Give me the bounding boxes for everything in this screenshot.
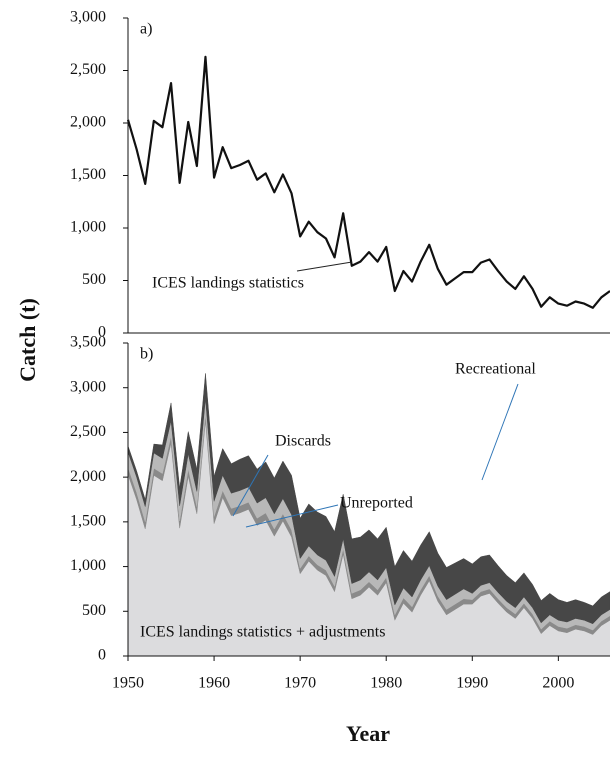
leader-line [296,261,353,272]
panel-label: b) [140,346,153,363]
data-line [126,55,610,309]
y-tick-label: 2,000 [70,114,106,131]
leader-line [481,383,519,481]
y-axis-title: Catch (t) [15,298,40,382]
x-tick-label: 1980 [370,675,402,692]
y-tick-label: 1,500 [70,166,106,183]
y-tick-label: 2,000 [70,468,106,485]
y-tick-label: 500 [82,602,106,619]
series-label: ICES landings statistics [152,275,304,292]
y-tick-label: 3,500 [70,334,106,351]
y-tick-label: 1,500 [70,513,106,530]
x-tick-label: 1990 [456,675,488,692]
y-tick-label: 500 [82,271,106,288]
y-tick-label: 3,000 [70,9,106,26]
annotation: Recreational [455,361,536,378]
annotation: Discards [275,433,331,450]
y-tick-label: 2,500 [70,423,106,440]
y-tick-label: 1,000 [70,557,106,574]
x-tick-label: 2000 [542,675,574,692]
x-tick-label: 1950 [112,675,144,692]
x-tick-label: 1960 [198,675,230,692]
y-tick-label: 0 [98,324,106,341]
x-tick-label: 1970 [284,675,316,692]
leader-line [245,504,339,528]
annotation: Unreported [340,495,413,512]
panel-label: a) [140,21,152,38]
y-tick-label: 2,500 [70,61,106,78]
x-axis-title: Year [346,721,390,746]
area [127,373,610,625]
y-tick-label: 3,000 [70,378,106,395]
leader-line [232,454,269,517]
y-tick-label: 0 [98,647,106,664]
annotation: ICES landings statistics + adjustments [140,624,385,641]
y-tick-label: 1,000 [70,219,106,236]
